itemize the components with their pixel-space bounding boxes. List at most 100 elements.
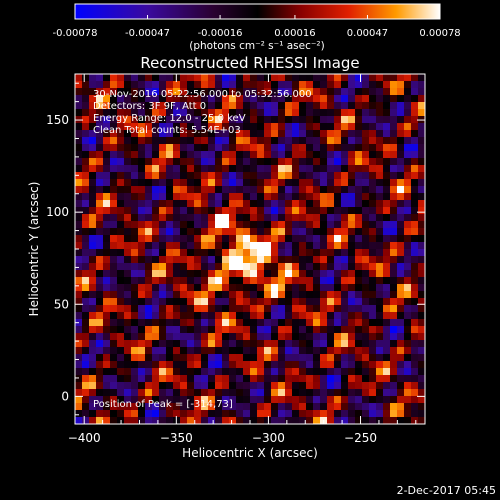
heatmap-cell [341,263,349,271]
heatmap-cell [82,158,90,166]
heatmap-cell [376,256,384,264]
heatmap-cell [124,228,132,236]
heatmap-cell [103,109,111,117]
heatmap-cell [243,207,251,215]
heatmap-cell [278,368,286,376]
heatmap-cell [411,333,419,341]
heatmap-cell [313,74,321,82]
heatmap-cell [75,137,83,145]
heatmap-cell [299,410,307,418]
heatmap-cell [222,88,230,96]
heatmap-cell [334,207,342,215]
heatmap-cell [89,410,97,418]
heatmap [75,74,425,424]
heatmap-cell [264,298,272,306]
heatmap-cell [103,298,111,306]
heatmap-cell [397,347,405,355]
heatmap-cell [376,263,384,271]
heatmap-cell [271,144,279,152]
heatmap-cell [390,123,398,131]
heatmap-cell [404,172,412,180]
heatmap-cell [362,319,370,327]
heatmap-cell [306,361,314,369]
heatmap-cell [243,326,251,334]
heatmap-cell [180,368,188,376]
heatmap-cell [173,410,181,418]
heatmap-cell [131,249,139,257]
heatmap-cell [166,186,174,194]
heatmap-cell [110,193,118,201]
heatmap-cell [348,333,356,341]
heatmap-cell [103,319,111,327]
heatmap-cell [292,417,300,424]
heatmap-cell [278,396,286,404]
heatmap-cell [362,207,370,215]
heatmap-cell [187,354,195,362]
heatmap-cell [117,326,125,334]
heatmap-cell [411,109,419,117]
heatmap-cell [243,396,251,404]
heatmap-cell [152,116,160,124]
heatmap-cell [201,389,209,397]
heatmap-cell [82,312,90,320]
heatmap-cell [390,403,398,411]
heatmap-cell [250,277,258,285]
heatmap-cell [208,207,216,215]
heatmap-cell [229,263,237,271]
heatmap-cell [264,137,272,145]
heatmap-cell [145,116,153,124]
heatmap-cell [215,95,223,103]
heatmap-cell [75,102,83,110]
heatmap-cell [187,123,195,131]
heatmap-cell [89,200,97,208]
heatmap-cell [411,277,419,285]
heatmap-cell [271,200,279,208]
heatmap-cell [110,298,118,306]
heatmap-cell [75,74,83,82]
heatmap-cell [222,305,230,313]
heatmap-cell [110,368,118,376]
heatmap-cell [166,137,174,145]
heatmap-cell [348,214,356,222]
heatmap-cell [411,186,419,194]
heatmap-cell [215,284,223,292]
heatmap-cell [82,74,90,82]
heatmap-cell [131,81,139,89]
heatmap-cell [124,403,132,411]
heatmap-cell [390,368,398,376]
heatmap-cell [334,172,342,180]
heatmap-cell [418,382,425,390]
heatmap-cell [299,242,307,250]
heatmap-cell [348,361,356,369]
heatmap-cell [376,95,384,103]
heatmap-cell [271,340,279,348]
heatmap-cell [152,256,160,264]
heatmap-cell [278,333,286,341]
heatmap-cell [418,291,425,299]
heatmap-cell [264,81,272,89]
heatmap-cell [355,207,363,215]
heatmap-cell [138,235,146,243]
heatmap-cell [320,81,328,89]
heatmap-cell [278,375,286,383]
heatmap-cell [222,340,230,348]
heatmap-cell [229,417,237,424]
heatmap-cell [222,249,230,257]
heatmap-cell [222,123,230,131]
heatmap-cell [418,228,425,236]
heatmap-cell [327,270,335,278]
heatmap-cell [313,382,321,390]
heatmap-cell [243,172,251,180]
heatmap-cell [159,298,167,306]
heatmap-cell [306,123,314,131]
heatmap-cell [173,354,181,362]
heatmap-cell [299,340,307,348]
heatmap-cell [194,312,202,320]
heatmap-cell [110,242,118,250]
heatmap-cell [131,382,139,390]
colorbar-tick-label: 0.00016 [274,28,315,39]
heatmap-cell [89,74,97,82]
heatmap-cell [355,382,363,390]
heatmap-cell [292,319,300,327]
heatmap-cell [264,340,272,348]
